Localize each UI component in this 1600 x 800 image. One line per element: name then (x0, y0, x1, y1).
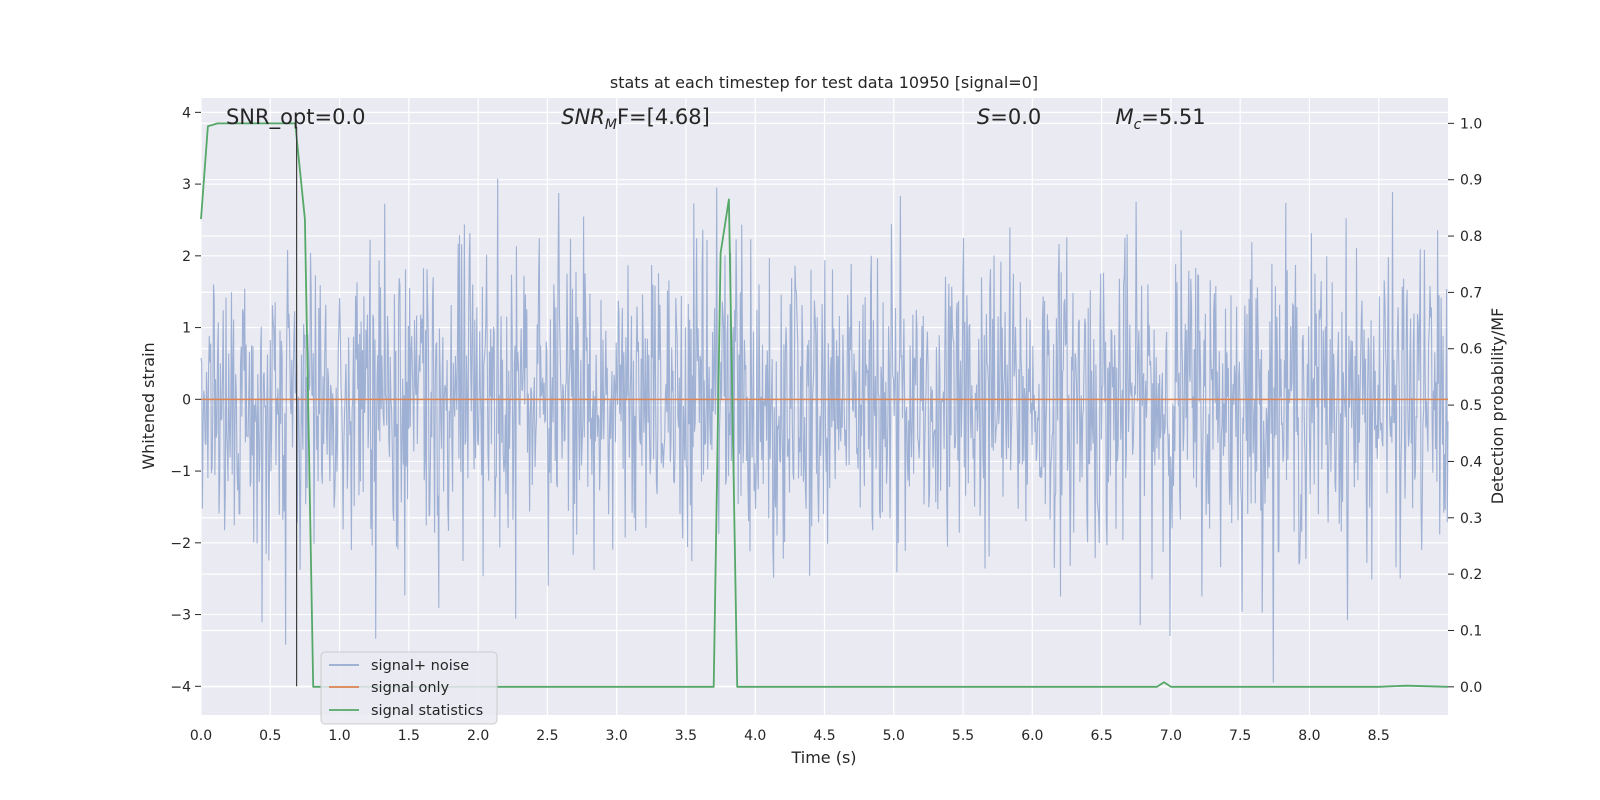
y-tick-label: 4 (182, 105, 191, 121)
x-tick-label: 5.0 (883, 728, 905, 744)
y-right-tick-label: 0.8 (1460, 229, 1482, 245)
x-tick-label: 4.5 (813, 728, 835, 744)
x-tick-label: 2.5 (536, 728, 558, 744)
x-tick-label: 0.5 (259, 728, 281, 744)
x-tick-label: 2.0 (467, 728, 489, 744)
y-right-tick-label: 0.3 (1460, 511, 1482, 527)
y-tick-label: −3 (170, 608, 191, 624)
x-tick-label: 8.5 (1368, 728, 1390, 744)
y-right-tick-label: 0.6 (1460, 342, 1482, 358)
annotation-snr-opt: SNR_opt=0.0 (226, 105, 366, 130)
legend-label-noise: signal+ noise (371, 658, 469, 674)
annotation-mc: Mc=5.51 (1115, 105, 1205, 133)
x-tick-label: 7.5 (1229, 728, 1251, 744)
annotation-s: S=0.0 (977, 105, 1041, 129)
x-tick-label: 5.5 (952, 728, 974, 744)
y-right-tick-label: 0.7 (1460, 285, 1482, 301)
x-tick-label: 6.0 (1021, 728, 1043, 744)
y-tick-label: 2 (182, 249, 191, 265)
annotations: SNR_opt=0.0 SNRMF=[4.68] S=0.0 Mc=5.51 (226, 105, 1206, 133)
x-axis-ticks: 0.0 0.5 1.0 1.5 2.0 2.5 3.0 3.5 4.0 4.5 5.0 5.5 6.0 6… (190, 728, 1390, 744)
x-tick-label: 1.0 (328, 728, 350, 744)
x-tick-label: 1.5 (398, 728, 420, 744)
y-tick-label: 1 (182, 321, 191, 337)
y-right-tick-label: 0.9 (1460, 173, 1482, 189)
y-right-tick-label: 0.4 (1460, 454, 1482, 470)
legend: signal+ noise signal only signal statist… (320, 651, 498, 725)
y-tick-label: 0 (182, 392, 191, 408)
x-tick-label: 3.5 (675, 728, 697, 744)
y-right-tick-label: 0.5 (1460, 398, 1482, 414)
y-right-tick-label: 1.0 (1460, 116, 1482, 132)
x-tick-label: 0.0 (190, 728, 212, 744)
x-axis-label: Time (s) (790, 748, 856, 767)
y-tick-label: −1 (170, 464, 191, 480)
y-tick-label: 3 (182, 177, 191, 193)
noise-series (200, 178, 1449, 683)
signal-noise-path (200, 178, 1449, 683)
annotation-snr-mf: SNRMF=[4.68] (561, 105, 710, 133)
x-tick-label: 3.0 (606, 728, 628, 744)
x-tick-label: 8.0 (1298, 728, 1320, 744)
legend-label-signal-only: signal only (371, 680, 450, 696)
chart-title: stats at each timestep for test data 109… (610, 73, 1038, 92)
y-tick-label: −2 (170, 536, 191, 552)
y-axis-ticks-left: 4 3 2 1 0 −1 −2 −3 −4 (170, 105, 201, 695)
x-tick-label: 4.0 (744, 728, 766, 744)
y-right-tick-label: 0.0 (1460, 680, 1482, 696)
y-tick-label: −4 (170, 679, 191, 695)
signal-statistics-line (200, 122, 1449, 688)
legend-label-statistics: signal statistics (371, 703, 483, 719)
x-tick-label: 7.0 (1160, 728, 1182, 744)
legend-box (320, 651, 498, 725)
x-tick-label: 6.5 (1090, 728, 1112, 744)
y-right-tick-label: 0.1 (1460, 623, 1482, 639)
y-axis-label-right: Detection probability/MF (1488, 308, 1507, 505)
y-axis-label-left: Whitened strain (139, 342, 158, 469)
y-right-tick-label: 0.2 (1460, 567, 1482, 583)
y-axis-ticks-right: 1.0 0.9 0.8 0.7 0.6 0.5 0.4 0.3 0.2 0.1 0.0 (1448, 116, 1482, 696)
